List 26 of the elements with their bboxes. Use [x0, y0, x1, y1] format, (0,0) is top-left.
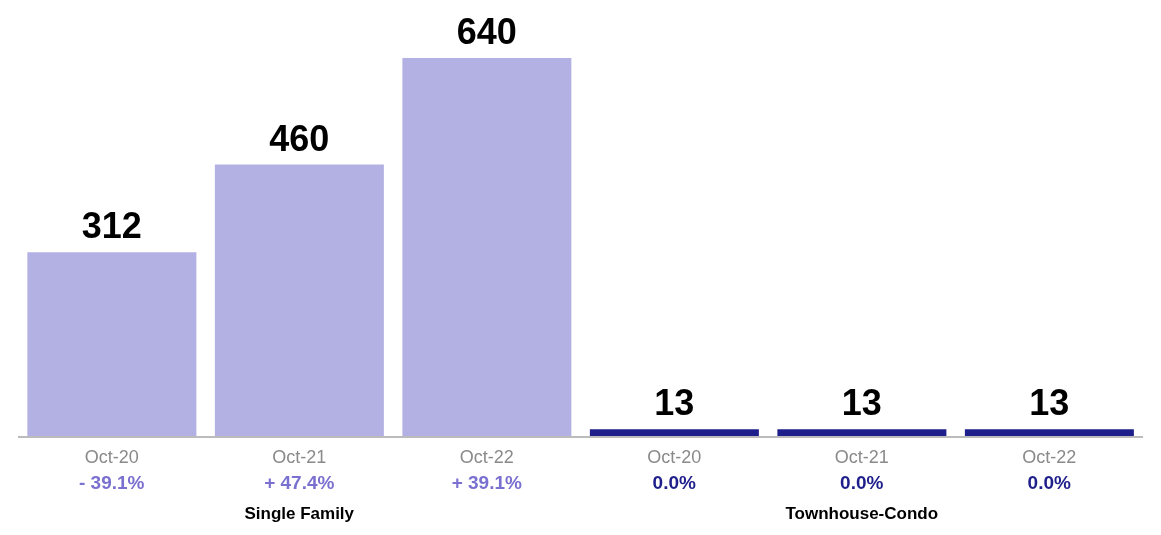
text: 0.0% [652, 472, 697, 493]
bar [27, 252, 197, 437]
text: + 39.1% [451, 472, 522, 493]
bar [214, 164, 384, 437]
bar [964, 429, 1134, 437]
x-tick-label: Oct-20 [647, 447, 702, 467]
data-label: 312 [81, 205, 142, 247]
x-tick-label: Oct-21 [834, 447, 889, 467]
bar [777, 429, 947, 437]
data-label: 640 [456, 11, 517, 52]
x-tick-label: Oct-22 [1022, 447, 1077, 467]
bar [589, 429, 759, 437]
x-tick-label: Oct-22 [459, 447, 514, 467]
data-label: 13 [1029, 382, 1070, 424]
x-tick-label: Oct-21 [272, 447, 327, 467]
text: 0.0% [1027, 472, 1072, 493]
data-label: 13 [654, 382, 695, 424]
bar [402, 58, 572, 437]
text: 0.0% [840, 472, 884, 493]
text: - 39.1% [79, 472, 145, 493]
text: + 47.4% [264, 472, 335, 493]
data-label: 460 [269, 117, 330, 159]
text: Townhouse-Condo [785, 504, 939, 523]
x-tick-label: Oct-20 [84, 447, 139, 467]
text: Single Family [244, 504, 355, 523]
data-label: 13 [841, 382, 882, 424]
